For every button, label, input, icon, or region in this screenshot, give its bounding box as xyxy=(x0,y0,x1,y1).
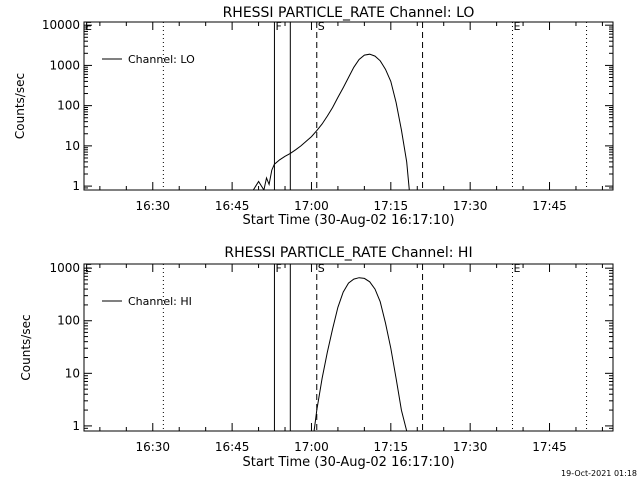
series-line xyxy=(313,277,408,431)
y-tick-label: 10000 xyxy=(42,18,80,32)
y-tick-label: 100 xyxy=(57,99,80,113)
x-tick-label: 16:30 xyxy=(135,199,170,213)
chart-panel-2: RHESSI PARTICLE_RATE Channel: HI Start Ti… xyxy=(19,245,614,470)
x-tick-label: 17:30 xyxy=(453,199,488,213)
x-tick-label: 17:45 xyxy=(532,440,567,454)
y-tick-label: 10 xyxy=(65,366,80,380)
event-marker-label: F xyxy=(275,262,281,275)
x-tick-label: 17:00 xyxy=(294,440,329,454)
legend-entry: Channel: LO xyxy=(128,53,195,66)
timestamp: 19-Oct-2021 01:18 xyxy=(561,469,637,478)
x-axis-label: Start Time (30-Aug-02 16:17:10) xyxy=(242,455,454,470)
event-marker-label: E xyxy=(85,20,92,33)
x-tick-label: 17:15 xyxy=(374,440,409,454)
event-marker-label: E xyxy=(513,20,520,33)
y-tick-label: 10 xyxy=(65,139,80,153)
chart-title: RHESSI PARTICLE_RATE Channel: LO xyxy=(223,5,475,21)
series-line xyxy=(252,53,410,190)
plot-frame xyxy=(83,263,614,432)
plot-frame xyxy=(83,21,614,191)
chart-title: RHESSI PARTICLE_RATE Channel: HI xyxy=(224,245,472,261)
y-tick-label: 1000 xyxy=(49,58,80,72)
x-tick-label: 17:15 xyxy=(374,199,409,213)
event-marker-label: S xyxy=(318,262,325,275)
event-marker-label: E xyxy=(85,262,92,275)
y-tick-label: 1000 xyxy=(49,261,80,275)
chart-panel-1: RHESSI PARTICLE_RATE Channel: LO Start Ti… xyxy=(13,5,614,228)
legend-entry: Channel: HI xyxy=(128,295,192,308)
x-axis-label: Start Time (30-Aug-02 16:17:10) xyxy=(242,213,454,228)
x-tick-label: 17:00 xyxy=(294,199,329,213)
x-tick-label: 16:45 xyxy=(215,440,250,454)
y-tick-label: 100 xyxy=(57,314,80,328)
event-marker-label: F xyxy=(275,20,281,33)
y-tick-label: 1 xyxy=(72,419,80,433)
event-marker-label: E xyxy=(513,262,520,275)
x-tick-label: 17:30 xyxy=(453,440,488,454)
x-tick-label: 16:45 xyxy=(215,199,250,213)
y-axis-label: Counts/sec xyxy=(19,314,33,380)
y-axis-label: Counts/sec xyxy=(13,73,27,139)
event-marker-label: S xyxy=(318,20,325,33)
y-tick-label: 1 xyxy=(72,179,80,193)
x-tick-label: 16:30 xyxy=(135,440,170,454)
x-tick-label: 17:45 xyxy=(532,199,567,213)
